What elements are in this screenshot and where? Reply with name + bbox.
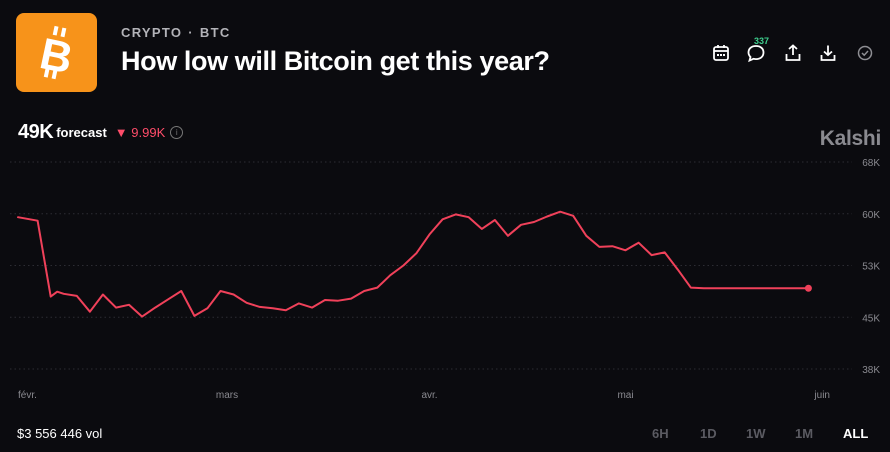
download-icon[interactable]: [817, 42, 839, 64]
x-tick-label: mars: [216, 390, 238, 401]
range-1w[interactable]: 1W: [746, 426, 766, 441]
breadcrumb: CRYPTO · BTC: [121, 25, 231, 40]
forecast-change: ▼ 9.99K: [115, 125, 165, 140]
y-tick-label: 53K: [862, 262, 880, 273]
comment-icon[interactable]: [745, 42, 767, 64]
kalshi-brand: Kalshi: [819, 127, 882, 150]
x-tick-label: juin: [813, 390, 830, 401]
breadcrumb-category[interactable]: CRYPTO: [121, 25, 183, 40]
y-tick-label: 45K: [862, 313, 880, 324]
series-line: [17, 210, 810, 318]
share-icon[interactable]: [782, 42, 804, 64]
action-bar: [700, 42, 880, 66]
forecast-summary: 49K forecast ▼ 9.99K i: [18, 121, 184, 144]
info-icon[interactable]: i: [170, 126, 184, 139]
x-tick-label: avr.: [421, 390, 437, 401]
range-selector: 6H 1D 1W 1M ALL: [640, 426, 880, 442]
page-title: How low will Bitcoin get this year?: [121, 46, 550, 76]
down-arrow-icon: ▼: [114, 125, 128, 140]
y-tick-label: 60K: [862, 210, 880, 221]
x-tick-label: févr.: [18, 390, 37, 401]
bitcoin-logo: B: [16, 13, 97, 92]
breadcrumb-subcategory[interactable]: BTC: [199, 25, 231, 40]
y-tick-label: 38K: [862, 365, 880, 376]
range-1m[interactable]: 1M: [795, 426, 814, 441]
range-all[interactable]: ALL: [843, 426, 869, 441]
calendar-icon[interactable]: [710, 42, 732, 64]
volume-label: $3 556 446 vol: [17, 426, 103, 441]
check-icon[interactable]: [854, 42, 876, 64]
y-tick-label: 68K: [862, 158, 880, 169]
range-6h[interactable]: 6H: [652, 426, 669, 441]
change-value: 9.99K: [131, 125, 166, 140]
forecast-label: forecast: [56, 125, 107, 140]
breadcrumb-separator: ·: [188, 25, 194, 40]
range-1d[interactable]: 1D: [700, 426, 717, 441]
comment-count-badge: 337: [754, 36, 770, 46]
price-chart: 68K 60K 53K 45K 38K févr. mars avr. mai juin: [10, 158, 880, 401]
series-endpoint: [804, 284, 812, 292]
forecast-value: 49K: [18, 121, 54, 143]
x-tick-label: mai: [617, 390, 633, 401]
